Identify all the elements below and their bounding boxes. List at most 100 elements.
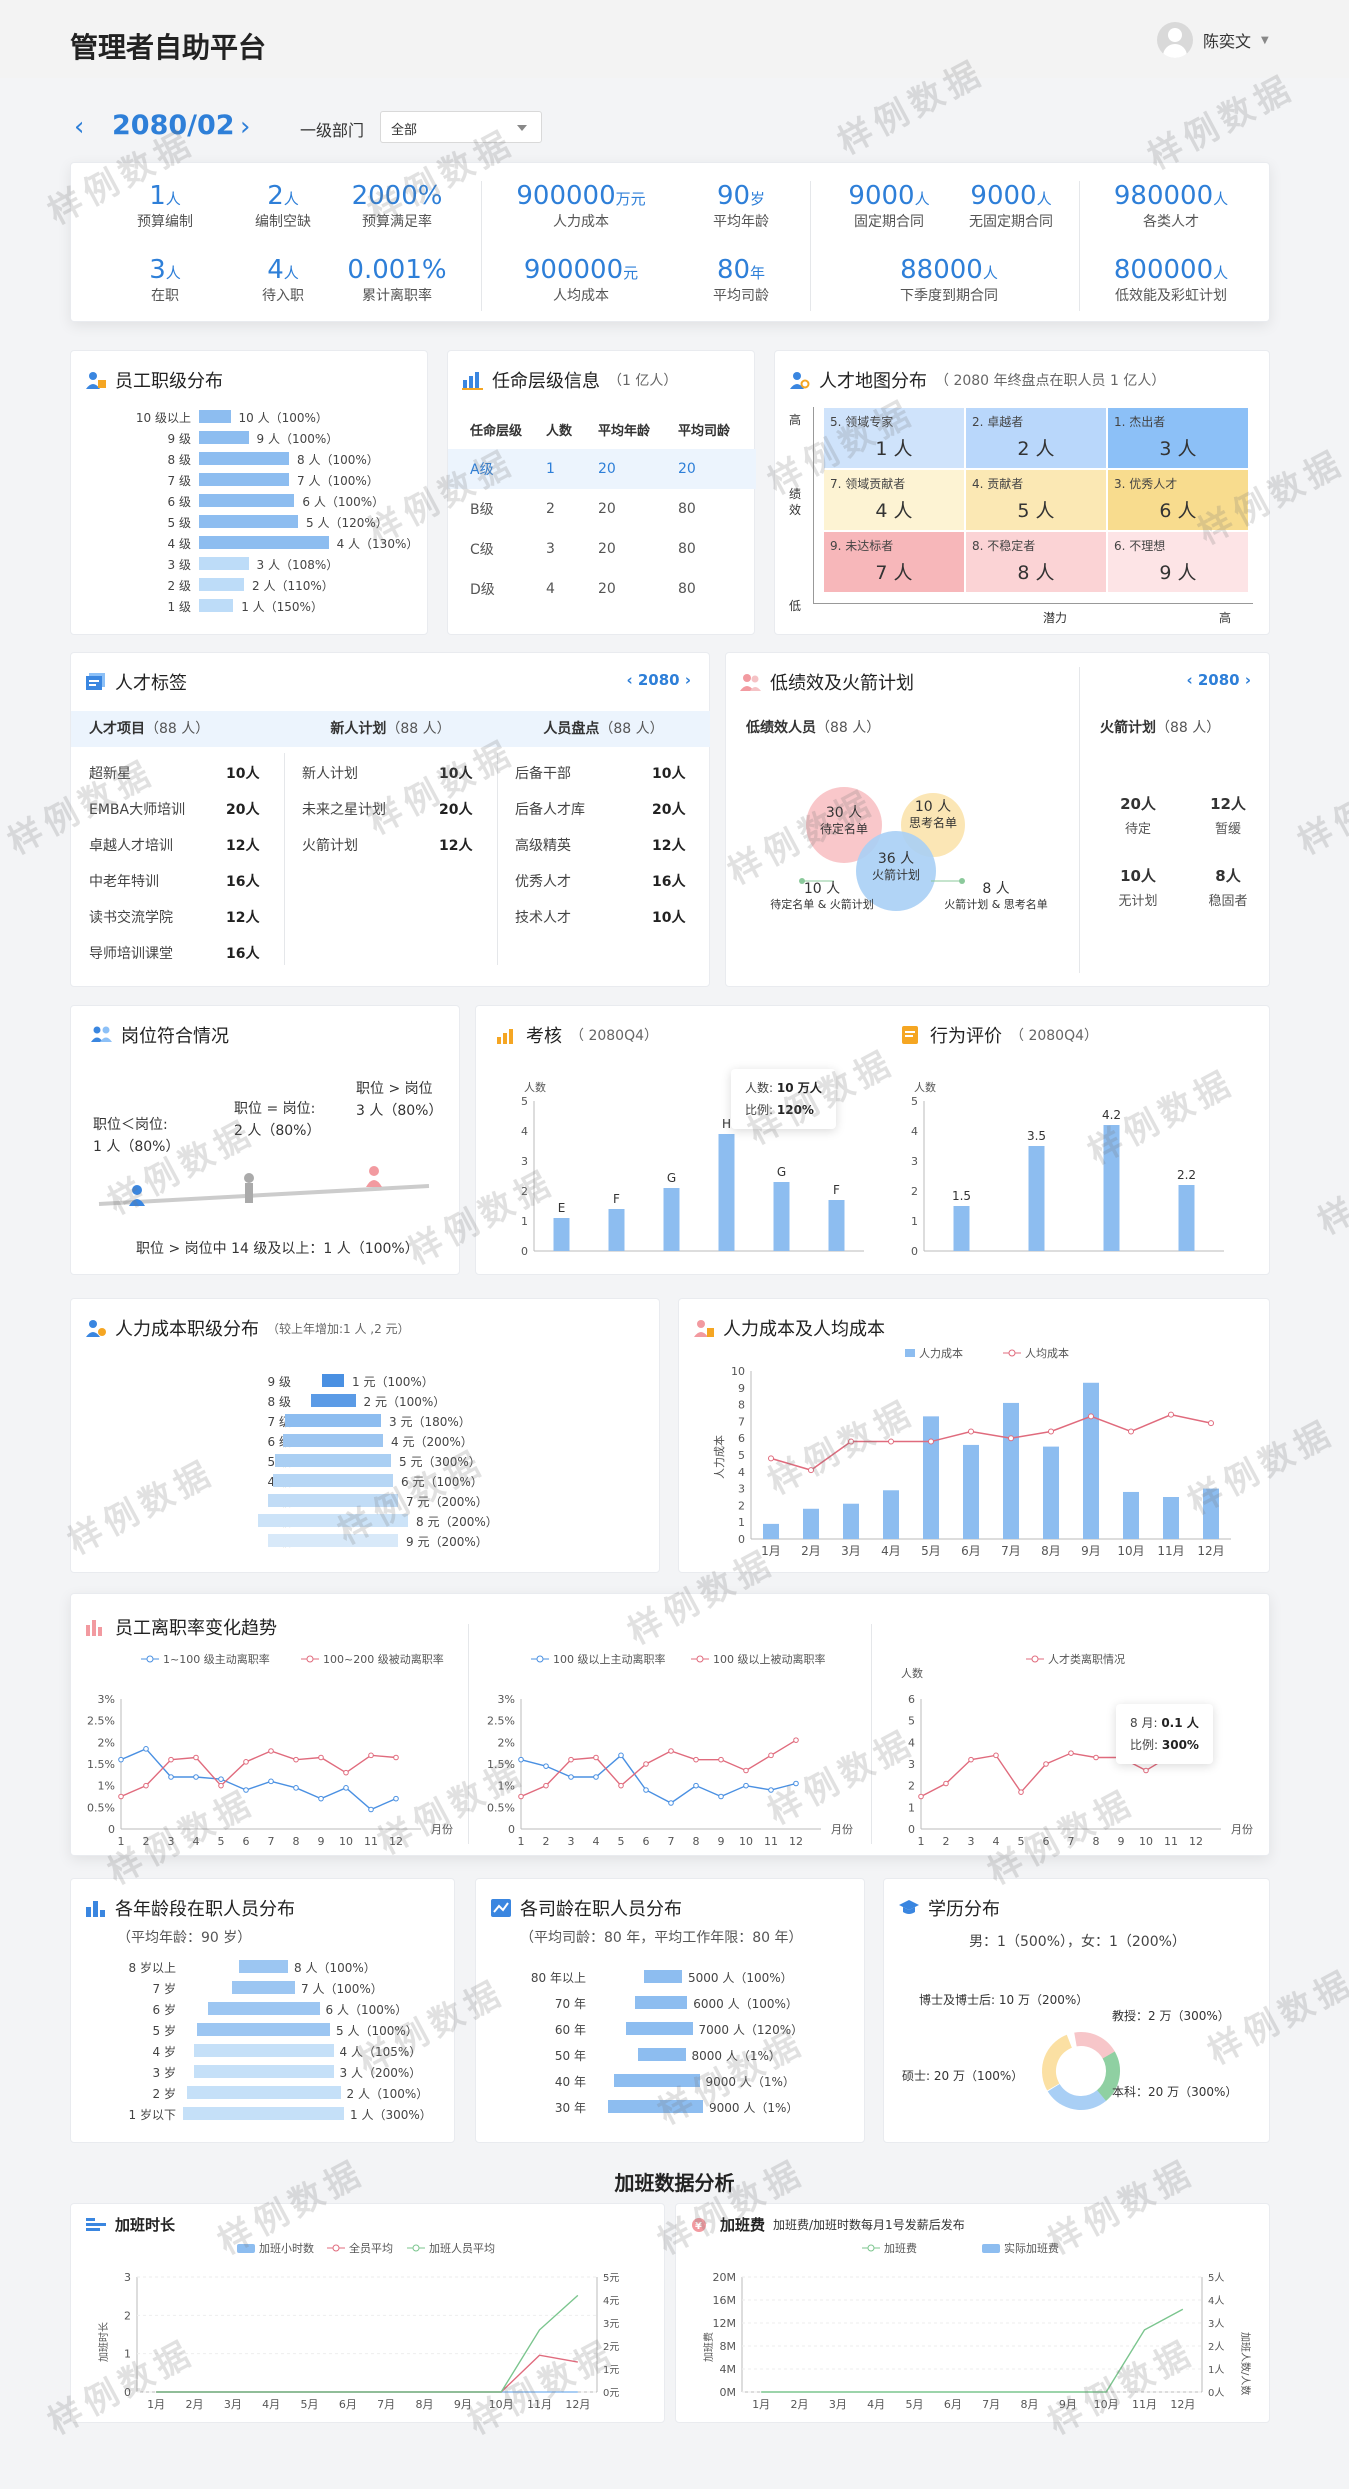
- venn-ext-name: 火箭计划 & 思考名单: [944, 898, 1048, 911]
- lowperf-year[interactable]: 2080: [1197, 671, 1240, 689]
- tenure-label: 50 年: [554, 2049, 586, 2063]
- series-point: [743, 1782, 749, 1789]
- behavior-bar: [1178, 1185, 1195, 1251]
- tag-item-label[interactable]: 技术人才: [515, 910, 571, 926]
- table-row[interactable]: A级 1 20 20: [448, 449, 756, 489]
- table-cell: 80: [678, 581, 696, 597]
- x-tick-label: 1月: [752, 2398, 770, 2411]
- kpi-number: 4: [267, 255, 284, 285]
- matrix-cell[interactable]: 1. 杰出者 3 人: [1107, 407, 1249, 469]
- tag-item-label[interactable]: 后备人才库: [515, 802, 585, 818]
- y-tick-label: 5: [738, 1449, 745, 1462]
- rocket-value: 12人: [1210, 795, 1246, 813]
- x-tick-label: 6: [643, 1835, 650, 1848]
- tag-item-label[interactable]: 卓越人才培训: [89, 838, 173, 854]
- kpi-number: 800000: [1113, 255, 1214, 285]
- tag-divider: [497, 753, 498, 965]
- avatar[interactable]: [1157, 22, 1193, 58]
- y-tick-label: 4: [911, 1125, 918, 1138]
- user-name[interactable]: 陈奕文: [1203, 32, 1252, 51]
- table-cell: 1: [546, 461, 555, 477]
- kpi-unit: 人: [1213, 264, 1229, 282]
- tag-item-label[interactable]: EMBA大师培训: [89, 802, 186, 818]
- x-tick-label: 6月: [961, 1544, 981, 1558]
- x-tick-label: 5: [618, 1835, 625, 1848]
- legend-label: 加班费: [884, 2242, 917, 2255]
- matrix-cell[interactable]: 9. 未达标者 7 人: [823, 531, 965, 593]
- user-menu[interactable]: 陈奕文 ▼: [1157, 22, 1269, 58]
- series-point: [568, 1774, 574, 1780]
- y-tick-label: 0M: [720, 2386, 737, 2399]
- tags-year-switch[interactable]: ‹ 2080 ›: [626, 671, 691, 689]
- rocket-label: 暂缓: [1214, 822, 1241, 837]
- legend-swatch-dot: [1031, 1655, 1039, 1663]
- tag-item-label[interactable]: 新人计划: [302, 766, 358, 782]
- x-tick-label: 2月: [801, 1544, 821, 1558]
- grade-label: 9 级: [167, 432, 191, 446]
- trend-card-icon: [490, 1898, 512, 1918]
- avg-cost-point: [1128, 1428, 1134, 1435]
- kpi-number: 2: [267, 181, 284, 211]
- matrix-cell[interactable]: 3. 优秀人才 6 人: [1107, 469, 1249, 531]
- tag-item-label[interactable]: 中老年特训: [89, 874, 159, 890]
- age-value: 5 人（100%）: [336, 2024, 418, 2038]
- x-tick-label: 12: [389, 1835, 403, 1848]
- grade-label: 2 级: [167, 579, 191, 593]
- y-tick-label: 2: [738, 1499, 745, 1512]
- tag-item-label[interactable]: 优秀人才: [515, 874, 571, 890]
- behavior-bar-value: 4.2: [1102, 1108, 1121, 1122]
- kpi-number: 90: [716, 181, 751, 211]
- grade-value: 6 人（100%）: [302, 495, 385, 509]
- tag-item-label[interactable]: 导师培训课堂: [89, 946, 173, 962]
- tag-item-label[interactable]: 超新星: [89, 766, 131, 782]
- lowperf-year-switch[interactable]: ‹ 2080 ›: [1186, 671, 1251, 689]
- tenure-bar: [608, 2100, 703, 2113]
- series-point: [193, 1774, 199, 1780]
- matrix-cell[interactable]: 7. 领域贡献者 4 人: [823, 469, 965, 531]
- matrix-cell[interactable]: 6. 不理想 9 人: [1107, 531, 1249, 593]
- cost-bar: [1123, 1491, 1139, 1539]
- x-tick-label: 11月: [1132, 2398, 1157, 2411]
- chevron-down-icon[interactable]: ▼: [1261, 34, 1269, 46]
- y-tick-label: 1: [124, 2348, 131, 2361]
- x-tick-label: 3月: [829, 2398, 847, 2411]
- grade-label: 3 级: [167, 558, 191, 572]
- attrition-title: 员工离职率变化趋势: [115, 1618, 277, 1639]
- table-row[interactable]: B级 2 20 80: [448, 489, 756, 529]
- tag-item-label[interactable]: 读书交流学院: [89, 910, 173, 926]
- tag-item-label[interactable]: 火箭计划: [302, 838, 358, 854]
- series-point: [1143, 1767, 1149, 1774]
- matrix-cell[interactable]: 4. 贡献者 5 人: [965, 469, 1107, 531]
- tenure-bar: [614, 2074, 700, 2087]
- tag-item-label[interactable]: 高级精英: [515, 838, 571, 854]
- x-tick-label: 11月: [1157, 1544, 1184, 1558]
- table-row[interactable]: C级 3 20 80: [448, 529, 756, 569]
- tags-year[interactable]: 2080: [637, 671, 680, 689]
- matrix-cell[interactable]: 8. 不稳定者 8 人: [965, 531, 1107, 593]
- y-tick-label: 0.5%: [87, 1801, 115, 1814]
- x-tick-label: 5月: [301, 2398, 319, 2411]
- matrix-cell[interactable]: 2. 卓越者 2 人: [965, 407, 1107, 469]
- x-tick-label: 2月: [186, 2398, 204, 2411]
- x-axis-title: 月份: [431, 1823, 453, 1836]
- prev-period-icon[interactable]: ‹: [74, 112, 85, 142]
- y2-tick-label: 1元: [603, 2365, 619, 2376]
- matrix-cell-value: 4 人: [875, 500, 913, 522]
- y-tick-label: 2: [911, 1185, 918, 1198]
- attrition-chart-2: 00.5%1%1.5%2%2.5%3%1 2 3 4 5 6 7 8 9 10 11 12月份100 …: [487, 1652, 853, 1848]
- age-dist-card: 各年龄段在职人员分布 （平均年龄：90 岁） 8 岁以上 8 人（100%） 7 岁…: [70, 1878, 455, 2143]
- y-tick-label: 7: [738, 1415, 745, 1428]
- kpi-unit: 人: [165, 264, 181, 282]
- tag-item-label[interactable]: 未来之星计划: [302, 802, 386, 818]
- x-tick-label: 11: [1164, 1835, 1178, 1848]
- x-tick-label: 8月: [416, 2398, 434, 2411]
- next-period-icon[interactable]: ›: [240, 112, 251, 142]
- kpi-unit: 人: [914, 190, 930, 208]
- tag-item-label[interactable]: 后备干部: [515, 766, 571, 782]
- x-tick-label: 3月: [841, 1544, 861, 1558]
- table-row[interactable]: D级 4 20 80: [448, 569, 756, 609]
- cost-grade-bar: [275, 1454, 391, 1467]
- series-point: [668, 1748, 674, 1754]
- matrix-cell[interactable]: 5. 领域专家 1 人: [823, 407, 965, 469]
- dept-select[interactable]: 全部: [380, 111, 542, 143]
